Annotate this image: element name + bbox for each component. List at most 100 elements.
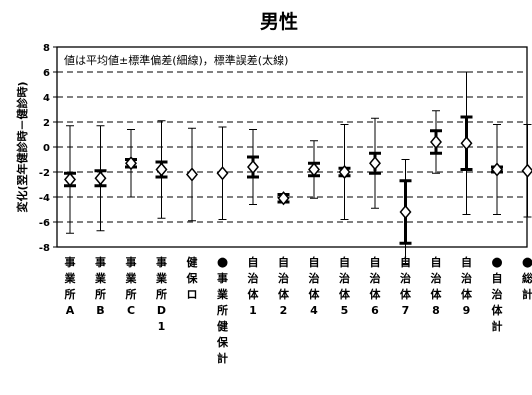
mean-marker: [338, 164, 351, 180]
x-tick-label-char: 自: [309, 255, 320, 269]
x-axis-labels: 事業所A事業所B事業所C事業所D1健保ロ●事業所健保計自治体1自治体2自治体4自…: [64, 255, 532, 365]
x-tick-label-char: 健: [187, 255, 199, 269]
x-tick-label-char: B: [96, 304, 104, 317]
x-tick-label-char: 体: [431, 287, 443, 301]
x-tick-label-char: 事: [217, 271, 228, 285]
x-tick-label-char: 所: [95, 287, 106, 301]
x-tick-label: 自治体 2: [278, 255, 290, 317]
mean-marker: [186, 167, 198, 182]
x-tick-label-char: 所: [217, 303, 228, 317]
x-tick-label-char: ●: [522, 255, 532, 270]
y-tick-label: -2: [39, 168, 50, 179]
error-bar-group: [460, 71, 473, 215]
x-tick-label: 健保ロ: [186, 255, 199, 301]
x-tick-label-char: 計: [492, 319, 503, 333]
y-tick-label: 6: [43, 68, 50, 79]
x-tick-label: ●総計: [522, 255, 532, 301]
x-tick-label-char: 体: [339, 287, 351, 301]
x-tick-label-char: 計: [522, 287, 532, 301]
x-tick-label: 自治体 5: [339, 255, 351, 317]
x-tick-label: 自治体 4: [309, 255, 321, 317]
error-bar-group: [247, 129, 259, 205]
x-tick-label-char: 業: [125, 271, 138, 285]
x-tick-label-char: 治: [400, 271, 411, 285]
x-tick-label-char: 事: [156, 255, 167, 269]
mean-marker: [369, 156, 381, 171]
x-tick-label-char: 自: [339, 255, 350, 269]
x-tick-label-char: 事: [95, 255, 106, 269]
x-tick-label-char: 9: [463, 304, 471, 317]
y-tick-label: 4: [43, 93, 50, 104]
x-tick-label-char: D: [157, 304, 166, 317]
x-tick-label-char: 体: [370, 287, 382, 301]
x-tick-label: 自治体 7: [400, 255, 412, 317]
mean-marker: [64, 172, 76, 187]
x-tick-label-char: 事: [126, 255, 137, 269]
x-tick-label-char: 体: [400, 287, 412, 301]
error-bar-series: [64, 71, 532, 265]
mean-marker: [94, 171, 107, 186]
x-tick-label-char: 総: [522, 271, 532, 285]
mean-marker: [399, 204, 412, 220]
grid-lines: [57, 71, 527, 223]
x-tick-label-char: 体: [248, 287, 260, 301]
error-bar-group: [94, 125, 107, 232]
x-tick-label-char: ロ: [187, 288, 198, 301]
x-tick-label-char: 5: [341, 304, 349, 317]
error-bar-group: [64, 125, 76, 234]
x-tick-label-char: 体: [309, 287, 321, 301]
mean-marker: [430, 134, 442, 150]
error-bar-group: [338, 124, 351, 220]
x-tick-label-char: 体: [492, 303, 504, 317]
x-tick-label-char: 保: [186, 271, 199, 285]
y-tick-label: -6: [39, 218, 50, 229]
error-bar-group: [430, 110, 442, 174]
mean-marker: [125, 156, 137, 171]
mean-marker: [277, 191, 290, 206]
x-tick-label: 自治体 1: [248, 255, 260, 317]
chart-annotation: 値は平均値±標準偏差(細線)，標準誤差(太線): [64, 53, 288, 67]
mean-marker: [491, 162, 503, 177]
mean-marker: [155, 162, 168, 177]
y-tick-label: 8: [43, 43, 50, 54]
x-tick-label-char: 治: [492, 287, 503, 301]
x-tick-label-char: 1: [158, 320, 166, 333]
y-tick-label: 0: [43, 143, 50, 154]
chart-title: 男性: [260, 10, 298, 33]
x-tick-label-char: 業: [94, 271, 107, 285]
x-tick-label-char: 治: [278, 271, 289, 285]
error-bar-group: [125, 129, 137, 198]
x-tick-label-char: A: [66, 304, 75, 317]
y-tick-label: -8: [39, 243, 50, 254]
x-tick-label: 自治体 6: [370, 255, 382, 317]
x-tick-label-char: 自: [248, 255, 259, 269]
x-tick-label-char: 業: [216, 287, 229, 301]
y-axis-label: 変化(翌年健診時－健診時): [15, 81, 29, 212]
x-tick-label-char: 治: [339, 271, 350, 285]
y-axis-ticks: -8 -6 -4 -2 0 2 4 6 8: [39, 43, 57, 254]
x-tick-label-char: 6: [371, 304, 379, 317]
x-tick-label-char: 4: [310, 304, 318, 317]
x-tick-label-char: 治: [309, 271, 320, 285]
error-bar-group: [491, 124, 503, 215]
mean-marker: [247, 159, 259, 175]
x-tick-label-char: 体: [278, 287, 290, 301]
mean-marker: [308, 162, 320, 177]
x-tick-label-char: 治: [431, 271, 442, 285]
x-tick-label-char: 自: [461, 255, 472, 269]
x-tick-label-char: 健: [217, 319, 229, 333]
x-tick-label-char: 自: [400, 255, 411, 269]
error-bar-group: [216, 126, 229, 220]
x-tick-label-char: 7: [402, 304, 410, 317]
x-tick-label-char: 治: [248, 271, 259, 285]
error-bar-group: [155, 120, 168, 219]
error-bar-group: [369, 117, 381, 209]
x-tick-label-char: 2: [280, 304, 288, 317]
x-tick-label-char: 治: [461, 271, 472, 285]
